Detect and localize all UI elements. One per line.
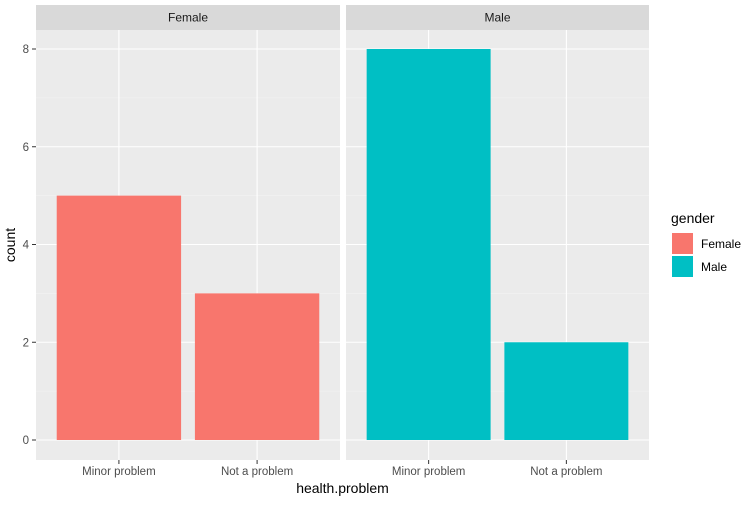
x-tick-label: Minor problem: [82, 466, 156, 478]
y-tick-label: 4: [23, 240, 30, 252]
legend-label-female: Female: [701, 237, 741, 251]
bar-female-not-a-problem: [194, 293, 320, 440]
facet-strip-female: [36, 5, 340, 30]
y-axis-title: count: [2, 228, 18, 262]
legend-key-female: [672, 233, 693, 254]
x-tick-label: Not a problem: [221, 466, 293, 478]
facet-strip-male: [346, 5, 649, 30]
y-tick-label: 2: [23, 337, 29, 349]
facet-strip-label-male: Male: [484, 11, 510, 25]
y-tick-label: 8: [23, 44, 29, 56]
bar-male-not-a-problem: [504, 342, 629, 440]
legend-title: gender: [671, 210, 715, 226]
x-tick-label: Not a problem: [530, 466, 602, 478]
bar-male-minor-problem: [366, 49, 491, 440]
legend-key-male: [672, 256, 693, 277]
bar-female-minor-problem: [56, 195, 182, 440]
x-axis-title: health.problem: [296, 480, 389, 496]
facet-strip-label-female: Female: [168, 11, 208, 25]
x-tick-label: Minor problem: [392, 466, 466, 478]
legend-label-male: Male: [701, 260, 727, 274]
y-tick-label: 0: [23, 435, 29, 447]
y-tick-label: 6: [23, 142, 29, 154]
